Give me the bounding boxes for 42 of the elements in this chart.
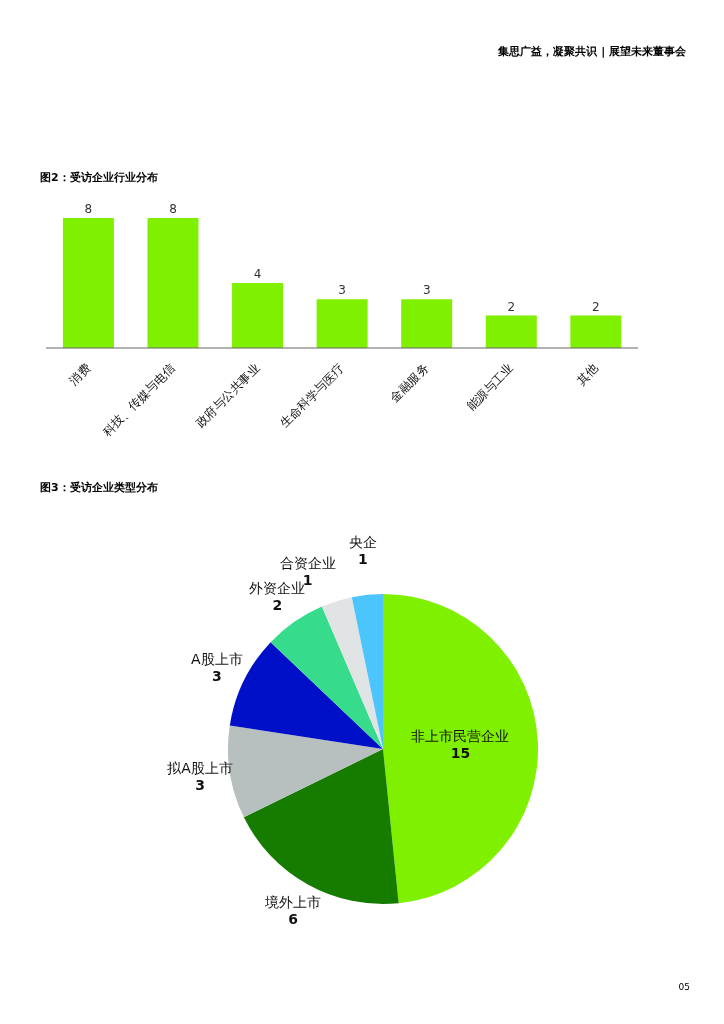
data-label: 6 [288,910,299,927]
slice-label: 外资企业 [249,580,306,597]
chart-title: 图2：受访企业行业分布 [40,170,158,185]
text: 集思广益，凝聚共识 | 展望未来董事会 [498,44,686,59]
bar [232,283,284,348]
slice-label: 合资企业 [279,555,336,572]
bar [570,315,622,348]
data-label: 1 [357,551,368,568]
bar [316,299,368,348]
slice-label: 非上市民营企业 [411,728,510,745]
x-tick-label: 金融服务 [387,361,432,405]
data-label: 4 [253,267,262,281]
pie-slice [229,642,383,749]
bar [401,299,453,348]
data-label: 3 [422,283,431,298]
slice-label: A股上市 [191,650,243,667]
data-label: 8 [84,202,93,216]
data-label: 3 [212,667,222,684]
x-tick-label: 政府与公共事业 [193,361,263,431]
data-label: 3 [195,777,206,794]
bar [62,218,114,348]
x-tick-label: 科技、传媒与电信 [100,361,178,439]
x-tick-label: 生命科学与医疗 [277,361,347,431]
pie-slice [383,594,538,904]
slice-label: 境外上市 [264,893,322,910]
x-tick-label: 其他 [573,361,601,388]
pie-slice [351,594,383,749]
data-label: 15 [450,745,471,762]
data-label: 2 [507,299,516,314]
slice-label: 央企 [348,534,377,551]
data-label: 8 [169,202,177,216]
bar [147,218,199,348]
x-tick-label: 消费 [66,361,94,388]
chart-title: 图3：受访企业类型分布 [40,480,158,495]
x-tick-label: 能源与工业 [463,361,517,414]
pie-slice [321,597,383,749]
bar [485,315,537,348]
data-label: 2 [272,597,283,614]
text: 05 [678,982,690,992]
data-label: 3 [338,283,346,298]
data-label: 2 [592,299,600,314]
slice-label: 拟A股上市 [167,760,233,777]
